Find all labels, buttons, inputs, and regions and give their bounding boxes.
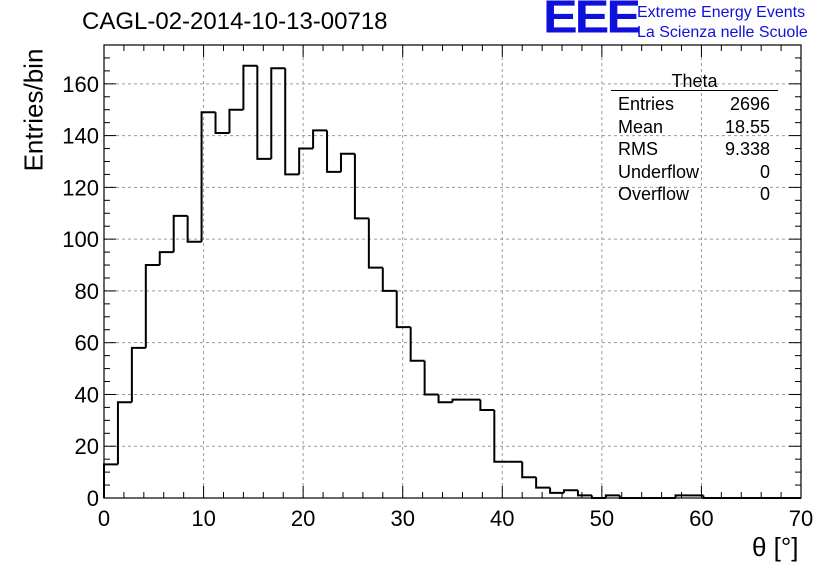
y-tick-label: 80 [75, 279, 99, 304]
histogram-bin [451, 398, 467, 403]
histogram-bin [200, 111, 216, 242]
stats-label: Entries [618, 94, 675, 114]
stats-value: 9.338 [724, 139, 770, 160]
stats-value: 0 [759, 161, 770, 182]
x-tick-label: 10 [191, 506, 215, 531]
stats-label: Overflow [618, 184, 690, 205]
histogram-bin [563, 489, 578, 493]
histogram-bin [242, 64, 258, 110]
y-tick-label: 60 [75, 331, 99, 356]
x-tick-label: 0 [98, 506, 110, 531]
histogram-bin [172, 214, 188, 253]
histogram-bin [521, 461, 537, 479]
stats-label: RMS [618, 139, 658, 160]
stats-label: Mean [618, 116, 664, 137]
y-tick-label: 160 [62, 72, 99, 97]
histogram-bin [353, 153, 369, 220]
y-axis-label: Entries/bin [18, 48, 49, 172]
histogram-bin [604, 494, 620, 498]
histogram-bin [186, 215, 202, 243]
histogram-bin [549, 487, 565, 494]
histogram-bin [256, 65, 272, 160]
x-tick-label: 60 [689, 506, 713, 531]
histogram-bin [228, 108, 244, 134]
chart-title: CAGL-02-2014-10-13-00718 [82, 8, 388, 35]
x-tick-label: 20 [291, 506, 315, 531]
x-axis-label: θ [°] [752, 532, 799, 562]
y-tick-label: 140 [62, 124, 99, 149]
stats-value: 18.55 [724, 116, 770, 137]
stats-row-entries: Entries 2696 [611, 93, 778, 116]
y-tick-label: 40 [75, 382, 99, 407]
y-tick-label: 0 [87, 486, 99, 511]
y-tick-label: 20 [75, 434, 99, 459]
histogram-bin [674, 494, 690, 498]
x-tick-label: 40 [490, 506, 514, 531]
histogram-bin [270, 67, 286, 159]
eee-logo: EEE [543, 0, 641, 44]
histogram-bin [409, 327, 425, 362]
histogram-bin [116, 401, 132, 465]
histogram-bin [493, 409, 509, 463]
histogram-bin [103, 463, 118, 498]
y-tick-label: 100 [62, 227, 99, 252]
stats-row-overflow: Overflow 0 [611, 183, 778, 206]
histogram-bin [312, 129, 328, 149]
stats-box-title: Theta [611, 72, 778, 91]
histogram-bin [144, 264, 160, 348]
histogram-bin [298, 147, 314, 175]
x-tick-label: 70 [789, 506, 813, 531]
histogram-bin [479, 399, 495, 411]
histogram-bin [381, 267, 397, 292]
histogram-bin [214, 112, 230, 135]
org-name: Extreme Energy Events [637, 4, 806, 21]
histogram-bin [535, 477, 551, 489]
stats-label: Underflow [618, 161, 700, 182]
stats-row-rms: RMS 9.338 [611, 138, 778, 161]
stats-row-mean: Mean 18.55 [611, 116, 778, 139]
stats-box: Theta Entries 2696 Mean 18.55 RMS 9.338 … [611, 72, 778, 206]
stats-row-underflow: Underflow 0 [611, 161, 778, 184]
histogram-bin [158, 251, 174, 266]
stats-value: 2696 [729, 94, 770, 114]
x-tick-label: 50 [590, 506, 614, 531]
histogram-bin [326, 130, 341, 173]
histogram-bin [130, 346, 146, 403]
org-subtitle: La Scienza nelle Scuole [637, 24, 808, 41]
histogram-bin [423, 360, 439, 396]
histogram-bin [284, 68, 300, 176]
y-tick-label: 120 [62, 175, 99, 200]
histogram-bin [339, 152, 355, 172]
histogram-bin [395, 290, 411, 329]
plot-frame [103, 44, 802, 499]
histogram-bin [576, 490, 592, 497]
stats-value: 0 [759, 184, 770, 205]
histogram-bin [367, 218, 383, 269]
histogram-bin [437, 394, 453, 404]
x-tick-label: 30 [390, 506, 414, 531]
